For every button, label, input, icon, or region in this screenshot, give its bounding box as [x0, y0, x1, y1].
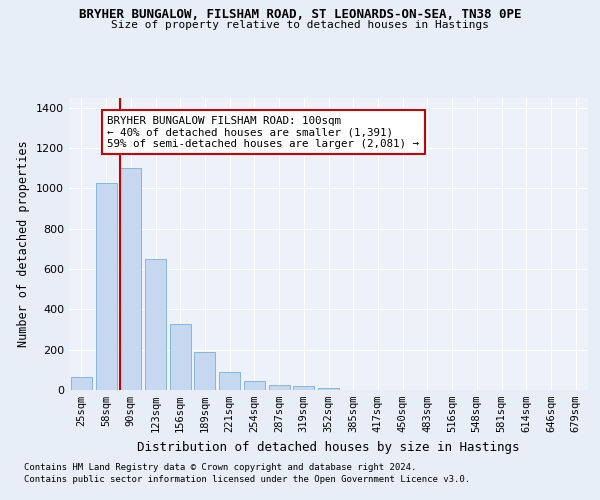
Bar — [194, 352, 215, 390]
Bar — [269, 385, 290, 390]
Bar — [120, 168, 141, 390]
Text: Contains HM Land Registry data © Crown copyright and database right 2024.: Contains HM Land Registry data © Crown c… — [24, 462, 416, 471]
Bar — [170, 324, 191, 390]
Text: BRYHER BUNGALOW FILSHAM ROAD: 100sqm
← 40% of detached houses are smaller (1,391: BRYHER BUNGALOW FILSHAM ROAD: 100sqm ← 4… — [107, 116, 419, 149]
Bar — [145, 259, 166, 390]
Bar — [318, 388, 339, 390]
Y-axis label: Number of detached properties: Number of detached properties — [17, 140, 31, 347]
Bar — [95, 183, 116, 390]
X-axis label: Distribution of detached houses by size in Hastings: Distribution of detached houses by size … — [137, 440, 520, 454]
Text: Contains public sector information licensed under the Open Government Licence v3: Contains public sector information licen… — [24, 475, 470, 484]
Text: Size of property relative to detached houses in Hastings: Size of property relative to detached ho… — [111, 20, 489, 30]
Bar — [71, 377, 92, 390]
Bar — [293, 386, 314, 390]
Bar — [244, 380, 265, 390]
Bar — [219, 372, 240, 390]
Text: BRYHER BUNGALOW, FILSHAM ROAD, ST LEONARDS-ON-SEA, TN38 0PE: BRYHER BUNGALOW, FILSHAM ROAD, ST LEONAR… — [79, 8, 521, 20]
